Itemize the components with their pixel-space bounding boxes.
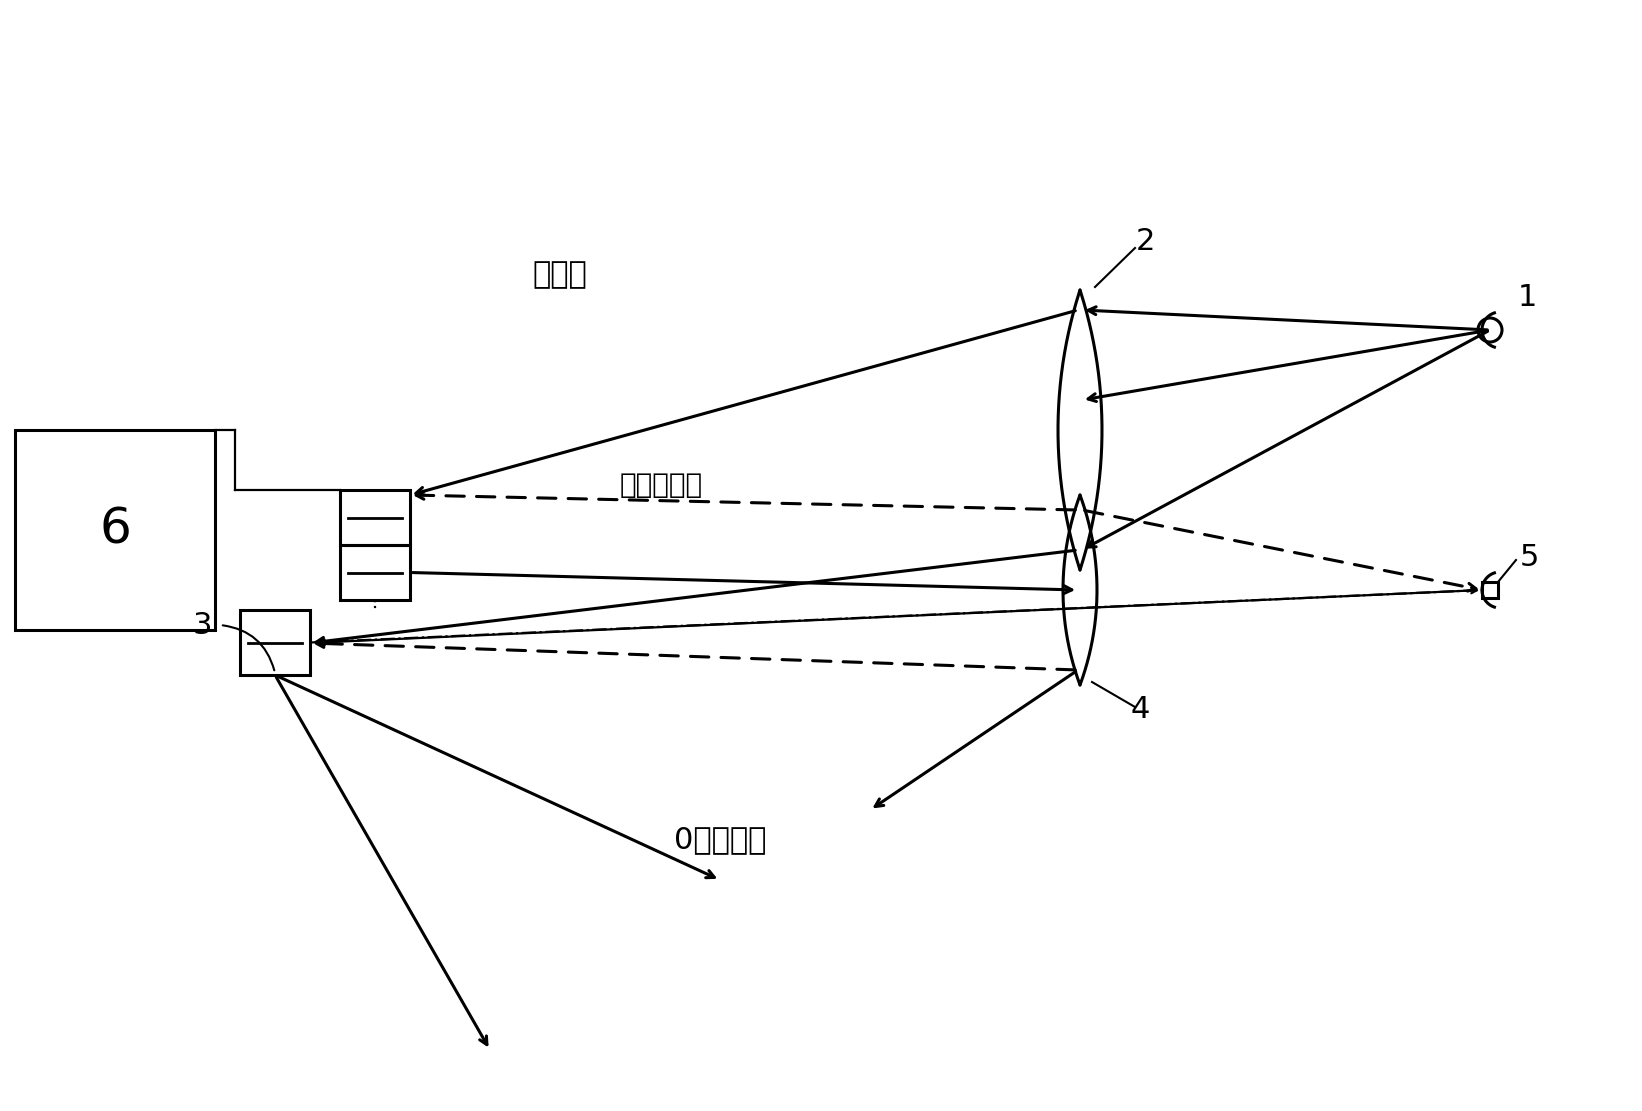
- Bar: [340, 490, 410, 546]
- Text: 4: 4: [1130, 695, 1149, 724]
- Bar: [1483, 582, 1498, 598]
- Text: 入射光: 入射光: [532, 260, 588, 290]
- Text: 5: 5: [1520, 543, 1540, 572]
- Text: 2: 2: [1135, 228, 1154, 257]
- Text: 1: 1: [1517, 283, 1537, 312]
- Bar: [15, 430, 215, 630]
- Text: 3: 3: [192, 611, 212, 640]
- Bar: [340, 546, 410, 600]
- Text: 一级衍射光: 一级衍射光: [621, 471, 703, 499]
- Bar: [240, 610, 310, 675]
- Text: 6: 6: [99, 506, 131, 554]
- Text: 0级衍射光: 0级衍射光: [673, 825, 767, 854]
